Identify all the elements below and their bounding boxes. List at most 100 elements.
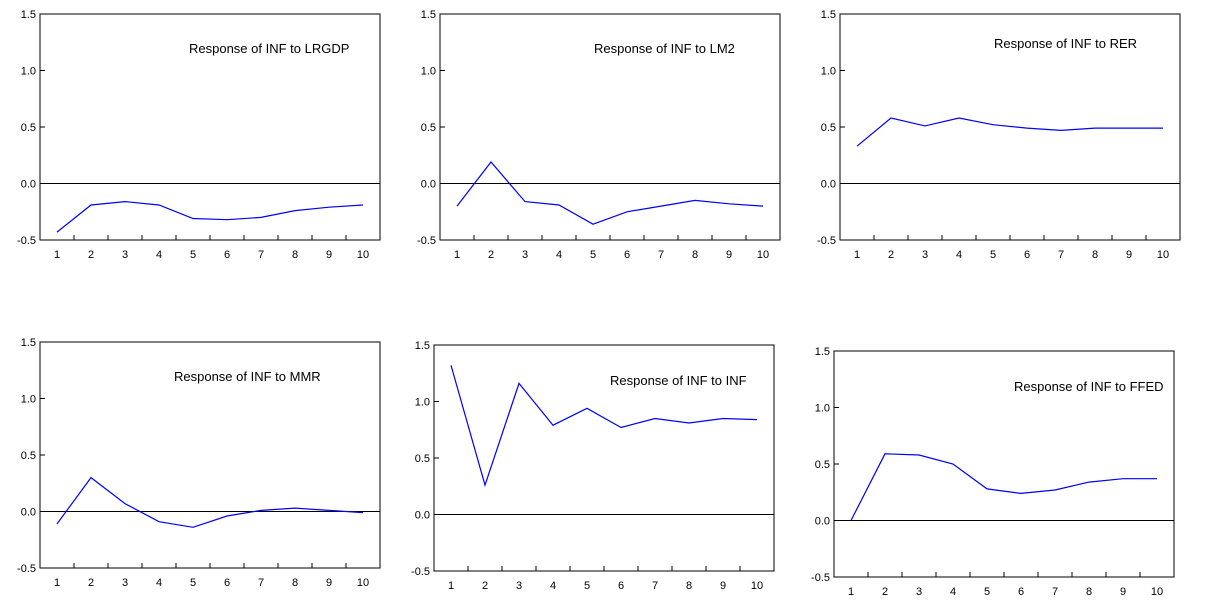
x-tick-label: 10 — [757, 249, 769, 261]
x-tick-label: 8 — [292, 577, 298, 589]
x-tick-label: 2 — [88, 577, 94, 589]
x-tick-label: 2 — [888, 249, 894, 261]
x-tick-label: 6 — [624, 249, 630, 261]
y-tick-label: 0.0 — [21, 507, 36, 519]
response-line — [857, 118, 1163, 146]
chart-title: Response of INF to RER — [994, 36, 1137, 51]
y-tick-label: -0.5 — [411, 566, 430, 578]
x-tick-label: 7 — [258, 577, 264, 589]
x-tick-label: 4 — [556, 249, 562, 261]
x-tick-label: 1 — [854, 249, 860, 261]
y-tick-label: 0.5 — [815, 459, 830, 471]
x-tick-label: 8 — [1092, 249, 1098, 261]
y-tick-label: 0.0 — [815, 516, 830, 528]
x-tick-label: 5 — [190, 577, 196, 589]
x-tick-label: 4 — [550, 580, 556, 592]
y-tick-label: 1.0 — [815, 403, 830, 415]
chart-title: Response of INF to LM2 — [594, 41, 735, 56]
y-tick-label: 0.5 — [415, 453, 430, 465]
x-tick-label: 10 — [1157, 249, 1169, 261]
y-tick-label: 0.5 — [21, 450, 36, 462]
y-tick-label: 1.5 — [421, 9, 436, 21]
x-tick-label: 5 — [990, 249, 996, 261]
y-tick-label: 1.0 — [415, 397, 430, 409]
y-tick-label: 0.5 — [821, 122, 836, 134]
y-tick-label: 1.0 — [21, 394, 36, 406]
x-tick-label: 9 — [726, 249, 732, 261]
x-tick-label: 2 — [88, 249, 94, 261]
x-tick-label: 3 — [122, 249, 128, 261]
x-tick-label: 8 — [686, 580, 692, 592]
x-tick-label: 6 — [224, 249, 230, 261]
response-line — [57, 202, 363, 233]
x-tick-label: 4 — [956, 249, 962, 261]
response-line — [457, 162, 763, 224]
x-tick-label: 9 — [1120, 586, 1126, 598]
y-tick-label: 0.5 — [421, 122, 436, 134]
y-tick-label: 1.5 — [415, 340, 430, 352]
x-tick-label: 1 — [454, 249, 460, 261]
y-tick-label: 0.5 — [21, 122, 36, 134]
x-tick-label: 3 — [922, 249, 928, 261]
y-tick-label: -0.5 — [417, 235, 436, 247]
x-tick-label: 10 — [751, 580, 763, 592]
x-tick-label: 9 — [1126, 249, 1132, 261]
chart-title: Response of INF to FFED — [1014, 379, 1164, 394]
x-tick-label: 1 — [54, 249, 60, 261]
x-tick-label: 2 — [482, 580, 488, 592]
x-tick-label: 7 — [652, 580, 658, 592]
chart-title: Response of INF to MMR — [174, 369, 321, 384]
x-tick-label: 9 — [326, 577, 332, 589]
x-tick-label: 5 — [984, 586, 990, 598]
y-tick-label: 1.5 — [21, 9, 36, 21]
x-tick-label: 5 — [190, 249, 196, 261]
y-tick-label: -0.5 — [17, 235, 36, 247]
x-tick-label: 6 — [224, 577, 230, 589]
y-tick-label: -0.5 — [17, 563, 36, 575]
y-tick-label: 0.0 — [415, 510, 430, 522]
x-tick-label: 1 — [448, 580, 454, 592]
y-tick-label: 1.0 — [821, 66, 836, 78]
x-tick-label: 2 — [488, 249, 494, 261]
chart-title: Response of INF to INF — [610, 373, 747, 388]
x-tick-label: 7 — [1052, 586, 1058, 598]
x-tick-label: 7 — [258, 249, 264, 261]
x-tick-label: 4 — [950, 586, 956, 598]
x-tick-label: 6 — [1018, 586, 1024, 598]
x-tick-label: 9 — [326, 249, 332, 261]
x-tick-label: 10 — [1151, 586, 1163, 598]
y-tick-label: 1.5 — [815, 346, 830, 358]
x-tick-label: 8 — [692, 249, 698, 261]
y-tick-label: 0.0 — [421, 179, 436, 191]
y-tick-label: 0.0 — [21, 179, 36, 191]
x-tick-label: 10 — [357, 577, 369, 589]
y-tick-label: 0.0 — [821, 179, 836, 191]
x-tick-label: 3 — [122, 577, 128, 589]
x-tick-label: 3 — [516, 580, 522, 592]
x-tick-label: 3 — [522, 249, 528, 261]
x-tick-label: 4 — [156, 249, 162, 261]
x-tick-label: 4 — [156, 577, 162, 589]
response-line — [851, 454, 1157, 521]
y-tick-label: -0.5 — [817, 235, 836, 247]
x-tick-label: 7 — [1058, 249, 1064, 261]
y-tick-label: 1.0 — [421, 66, 436, 78]
x-tick-label: 5 — [590, 249, 596, 261]
y-tick-label: 1.0 — [21, 66, 36, 78]
x-tick-label: 8 — [1086, 586, 1092, 598]
y-tick-label: -0.5 — [811, 572, 830, 584]
x-tick-label: 8 — [292, 249, 298, 261]
x-tick-label: 5 — [584, 580, 590, 592]
x-tick-label: 1 — [848, 586, 854, 598]
x-tick-label: 2 — [882, 586, 888, 598]
x-tick-label: 9 — [720, 580, 726, 592]
x-tick-label: 7 — [658, 249, 664, 261]
x-tick-label: 6 — [618, 580, 624, 592]
x-tick-label: 10 — [357, 249, 369, 261]
